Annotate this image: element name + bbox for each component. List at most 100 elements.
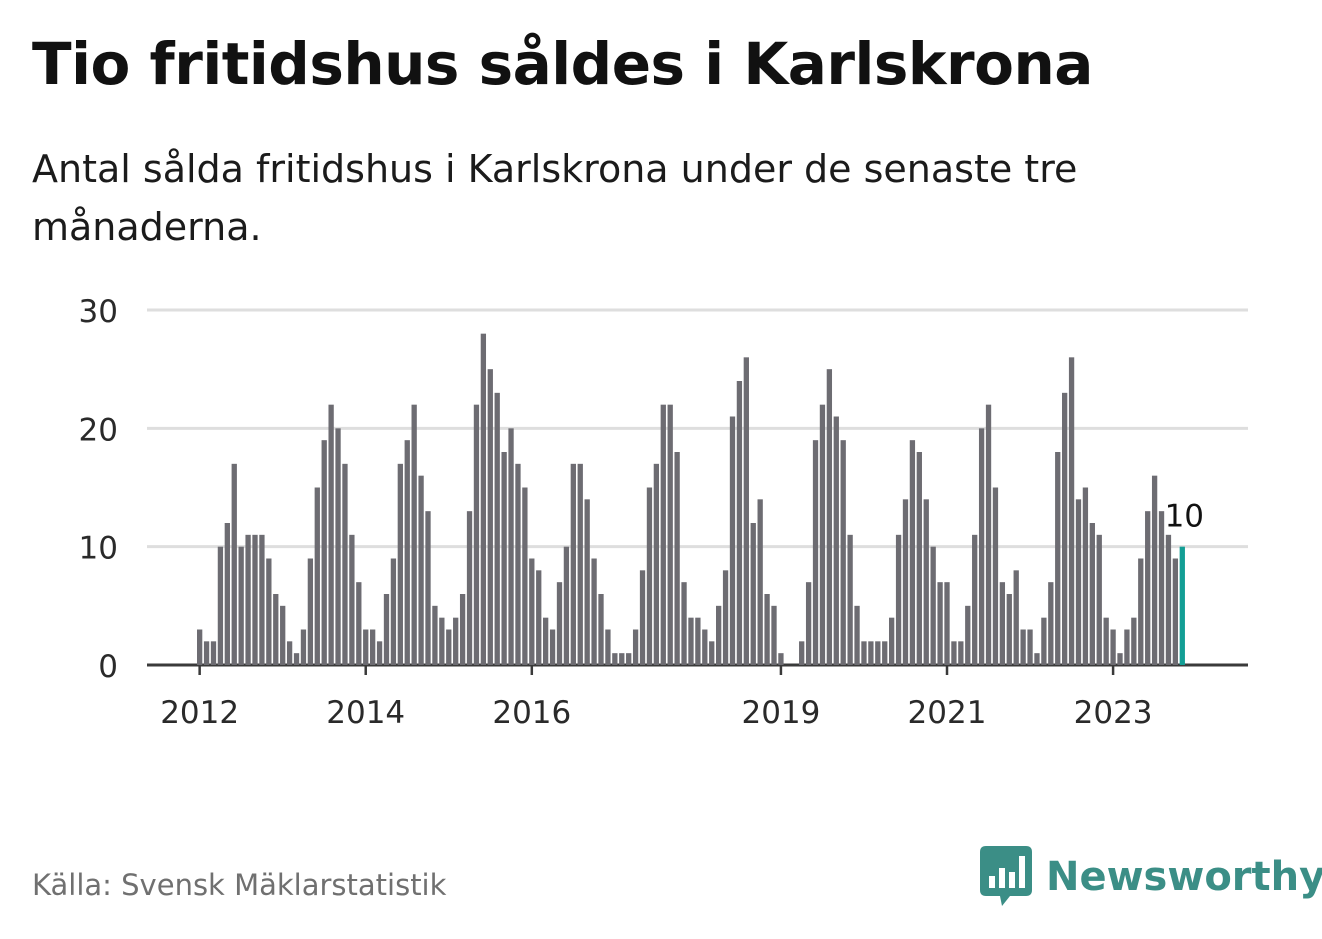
bar — [653, 463, 660, 665]
bar — [522, 487, 528, 665]
bar — [1075, 499, 1082, 665]
latest-value-label: 10 — [1165, 499, 1204, 535]
x-tick-label: 2019 — [741, 695, 820, 731]
bar — [799, 641, 805, 665]
bar — [210, 641, 217, 665]
bar — [757, 499, 763, 665]
bar — [1055, 452, 1061, 665]
chart-title: Tio fritidshus såldes i Karlskrona — [32, 30, 1093, 98]
bar — [667, 404, 673, 665]
bar — [1103, 617, 1109, 665]
annotations: 10 — [1165, 499, 1204, 535]
bar — [342, 463, 348, 665]
y-tick-label: 10 — [79, 531, 118, 567]
y-tick-label: 0 — [98, 649, 118, 685]
bar — [293, 653, 300, 665]
bar — [1110, 629, 1116, 665]
bar — [605, 629, 611, 665]
bar — [1131, 617, 1137, 665]
bar — [819, 404, 826, 665]
bar — [259, 534, 265, 665]
bar — [1096, 534, 1102, 665]
bar — [515, 463, 521, 665]
bar — [1158, 511, 1165, 665]
bar — [743, 357, 749, 665]
x-tick-label: 2021 — [908, 695, 987, 731]
bar — [1151, 475, 1158, 665]
bar — [736, 381, 743, 665]
bar — [868, 641, 874, 665]
bar — [536, 570, 542, 665]
bar — [439, 617, 445, 665]
bar — [432, 605, 438, 665]
bar — [1145, 511, 1151, 665]
bar — [833, 416, 839, 665]
bar — [459, 594, 466, 665]
bar — [923, 499, 929, 665]
bar — [404, 440, 410, 665]
bar — [702, 629, 708, 665]
bar — [238, 546, 244, 665]
chart-subtitle: Antal sålda fritidshus i Karlskrona unde… — [32, 147, 1078, 249]
brand-name: Newsworthy — [1046, 854, 1322, 900]
y-tick-label: 30 — [79, 294, 118, 330]
bar — [805, 582, 812, 665]
bar — [321, 440, 327, 665]
bar — [508, 428, 514, 665]
bar — [529, 558, 535, 665]
bar — [722, 570, 729, 665]
x-tick-label: 2023 — [1074, 695, 1153, 731]
x-tick-label: 2014 — [326, 695, 405, 731]
bar — [307, 558, 314, 665]
bar — [632, 629, 639, 665]
bar — [944, 582, 950, 665]
bar — [875, 641, 881, 665]
bar — [1034, 653, 1040, 665]
bar — [286, 641, 293, 665]
bar — [978, 428, 985, 665]
bar — [1082, 487, 1089, 665]
bar — [363, 629, 369, 665]
bar — [453, 617, 459, 665]
y-axis-ticks: 0 10 20 30 — [79, 294, 118, 685]
bar — [992, 487, 999, 665]
bar — [681, 582, 687, 665]
bar — [1138, 558, 1144, 665]
bar — [280, 605, 286, 665]
brand-logo: Newsworthy — [980, 846, 1322, 908]
bar — [501, 452, 507, 665]
bar — [909, 440, 916, 665]
bar — [695, 617, 701, 665]
bar — [370, 629, 376, 665]
bar — [1062, 392, 1068, 665]
bar — [411, 404, 417, 665]
bar — [231, 463, 237, 665]
bar — [197, 629, 203, 665]
bar — [203, 641, 210, 665]
bar — [895, 534, 902, 665]
bar — [916, 452, 922, 665]
bar — [729, 416, 736, 665]
bar — [958, 641, 964, 665]
newsworthy-logo-icon — [980, 846, 1032, 906]
bar — [812, 440, 819, 665]
bar — [1048, 582, 1054, 665]
bar — [584, 499, 590, 665]
bar — [902, 499, 909, 665]
bar — [425, 511, 431, 665]
bar — [930, 546, 936, 665]
bar — [1041, 617, 1047, 665]
bar — [889, 617, 895, 665]
bar — [646, 487, 653, 665]
bar — [716, 605, 722, 665]
bar — [570, 463, 576, 665]
bars — [197, 333, 1185, 665]
bar — [847, 534, 853, 665]
bar — [1013, 570, 1019, 665]
bar — [252, 534, 258, 665]
bar — [591, 558, 597, 665]
bar — [466, 511, 473, 665]
bar — [840, 440, 846, 665]
bar — [1117, 653, 1123, 665]
bar — [674, 452, 680, 665]
